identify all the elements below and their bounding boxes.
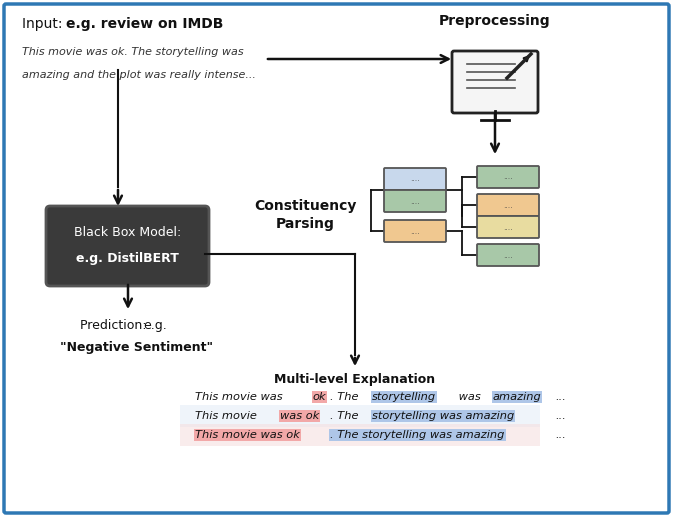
Text: This movie: This movie (195, 411, 260, 421)
Text: ....: .... (411, 175, 420, 184)
Text: ....: .... (503, 173, 513, 181)
Text: was ok: was ok (279, 411, 319, 421)
FancyBboxPatch shape (384, 190, 446, 212)
Text: ok: ok (313, 392, 326, 402)
Text: amazing and the plot was really intense...: amazing and the plot was really intense.… (22, 70, 256, 80)
Text: ....: .... (503, 251, 513, 260)
FancyBboxPatch shape (384, 220, 446, 242)
FancyBboxPatch shape (180, 405, 540, 427)
Text: ...: ... (555, 430, 566, 440)
Text: ....: .... (411, 226, 420, 236)
Text: . The: . The (330, 392, 363, 402)
Text: "Negative Sentiment": "Negative Sentiment" (60, 341, 213, 354)
Text: e.g. review on IMDB: e.g. review on IMDB (66, 17, 223, 31)
Text: amazing: amazing (493, 392, 541, 402)
Text: storytelling was amazing: storytelling was amazing (371, 411, 514, 421)
FancyBboxPatch shape (180, 424, 540, 446)
FancyBboxPatch shape (477, 216, 539, 238)
Text: . The storytelling was amazing: . The storytelling was amazing (330, 430, 505, 440)
Text: Constituency
Parsing: Constituency Parsing (254, 199, 356, 232)
Text: ...: ... (555, 392, 566, 402)
Text: Black Box Model:: Black Box Model: (74, 226, 181, 239)
Text: ....: .... (503, 201, 513, 209)
FancyBboxPatch shape (477, 194, 539, 216)
Text: This movie was ok. The storytelling was: This movie was ok. The storytelling was (22, 47, 244, 57)
Text: ....: .... (503, 222, 513, 232)
Text: Input:: Input: (22, 17, 67, 31)
FancyBboxPatch shape (384, 168, 446, 190)
Text: storytelling: storytelling (371, 392, 436, 402)
Text: ....: .... (411, 196, 420, 205)
Text: e.g. DistilBERT: e.g. DistilBERT (76, 252, 179, 266)
FancyBboxPatch shape (477, 244, 539, 266)
FancyBboxPatch shape (4, 4, 669, 513)
Text: was: was (454, 392, 484, 402)
FancyBboxPatch shape (46, 206, 209, 286)
Text: Multi-level Explanation: Multi-level Explanation (275, 373, 435, 386)
Text: . The: . The (330, 411, 363, 421)
Text: Prediction:: Prediction: (80, 319, 151, 332)
FancyBboxPatch shape (452, 51, 538, 113)
Text: This movie was ok: This movie was ok (195, 430, 300, 440)
Text: This movie was: This movie was (195, 392, 286, 402)
FancyBboxPatch shape (477, 166, 539, 188)
Text: e.g.: e.g. (143, 319, 167, 332)
Text: Preprocessing: Preprocessing (439, 14, 551, 28)
Text: ...: ... (555, 411, 566, 421)
